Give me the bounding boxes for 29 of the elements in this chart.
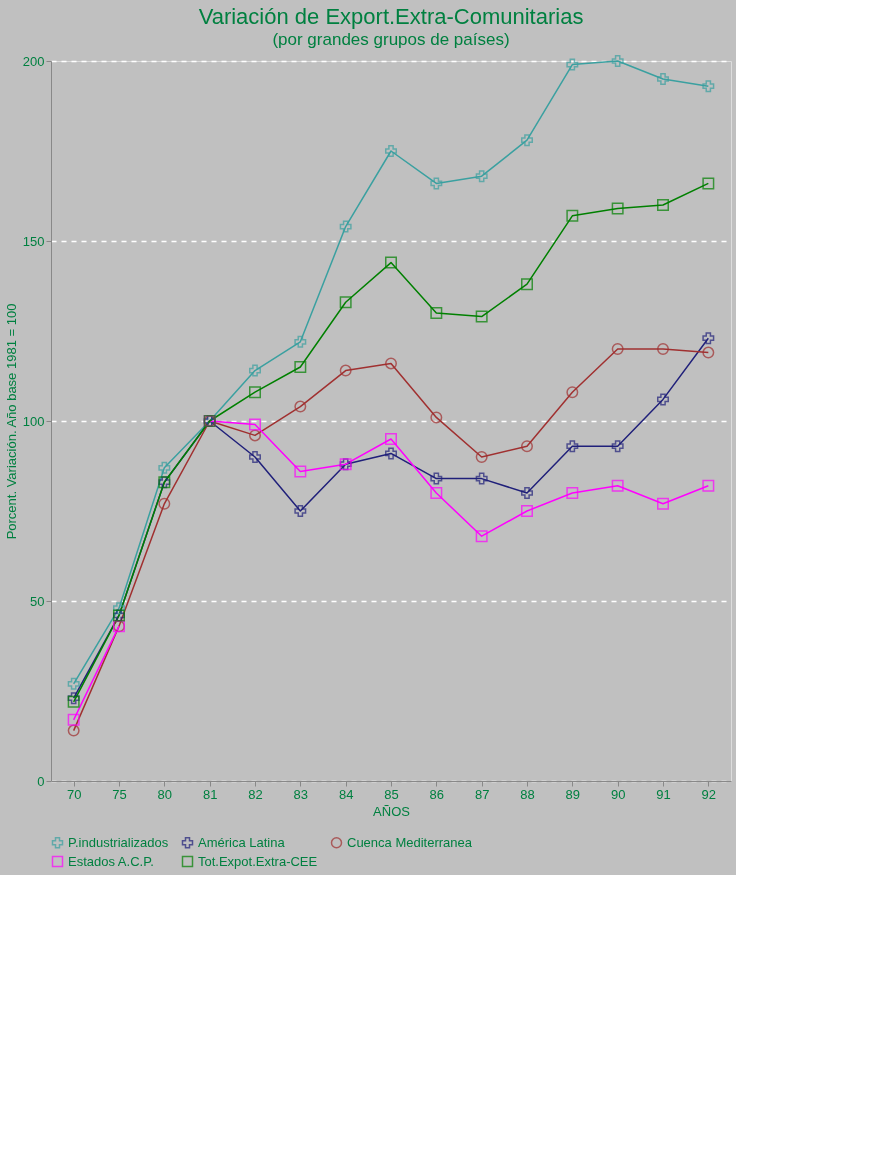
y-tick-label: 50 (30, 593, 45, 609)
legend-label: P.industrializados (68, 834, 169, 850)
y-tick-label: 0 (37, 773, 45, 789)
x-tick-label: 92 (701, 786, 717, 802)
x-tick-label: 70 (66, 786, 82, 802)
x-tick-label: 86 (429, 786, 445, 802)
legend-label: América Latina (198, 834, 286, 850)
x-tick-label: 80 (157, 786, 173, 802)
legend-label: Estados A.C.P. (68, 853, 154, 869)
x-tick-label: 75 (112, 786, 127, 802)
x-axis-title: AÑOS (373, 803, 411, 819)
y-tick-label: 150 (22, 233, 45, 249)
x-tick-label: 84 (338, 786, 354, 802)
x-tick-label: 88 (520, 786, 535, 802)
x-tick-label: 91 (656, 786, 671, 802)
y-tick-label: 100 (22, 413, 45, 429)
x-tick-label: 90 (610, 786, 626, 802)
y-axis-title: Porcent. Variación. Año base 1981 = 100 (3, 303, 19, 540)
chart-subtitle: (por grandes grupos de países) (272, 29, 510, 49)
legend-label: Cuenca Mediterranea (347, 834, 473, 850)
chart-title: Variación de Export.Extra-Comunitarias (198, 3, 584, 29)
x-tick-label: 82 (248, 786, 263, 802)
x-tick-label: 83 (293, 786, 309, 802)
x-tick-label: 81 (202, 786, 218, 802)
x-tick-label: 89 (565, 786, 581, 802)
x-tick-label: 85 (384, 786, 399, 802)
x-tick-label: 87 (474, 786, 490, 802)
legend-label: Tot.Expot.Extra-CEE (198, 853, 318, 869)
y-tick-label: 200 (22, 53, 45, 69)
